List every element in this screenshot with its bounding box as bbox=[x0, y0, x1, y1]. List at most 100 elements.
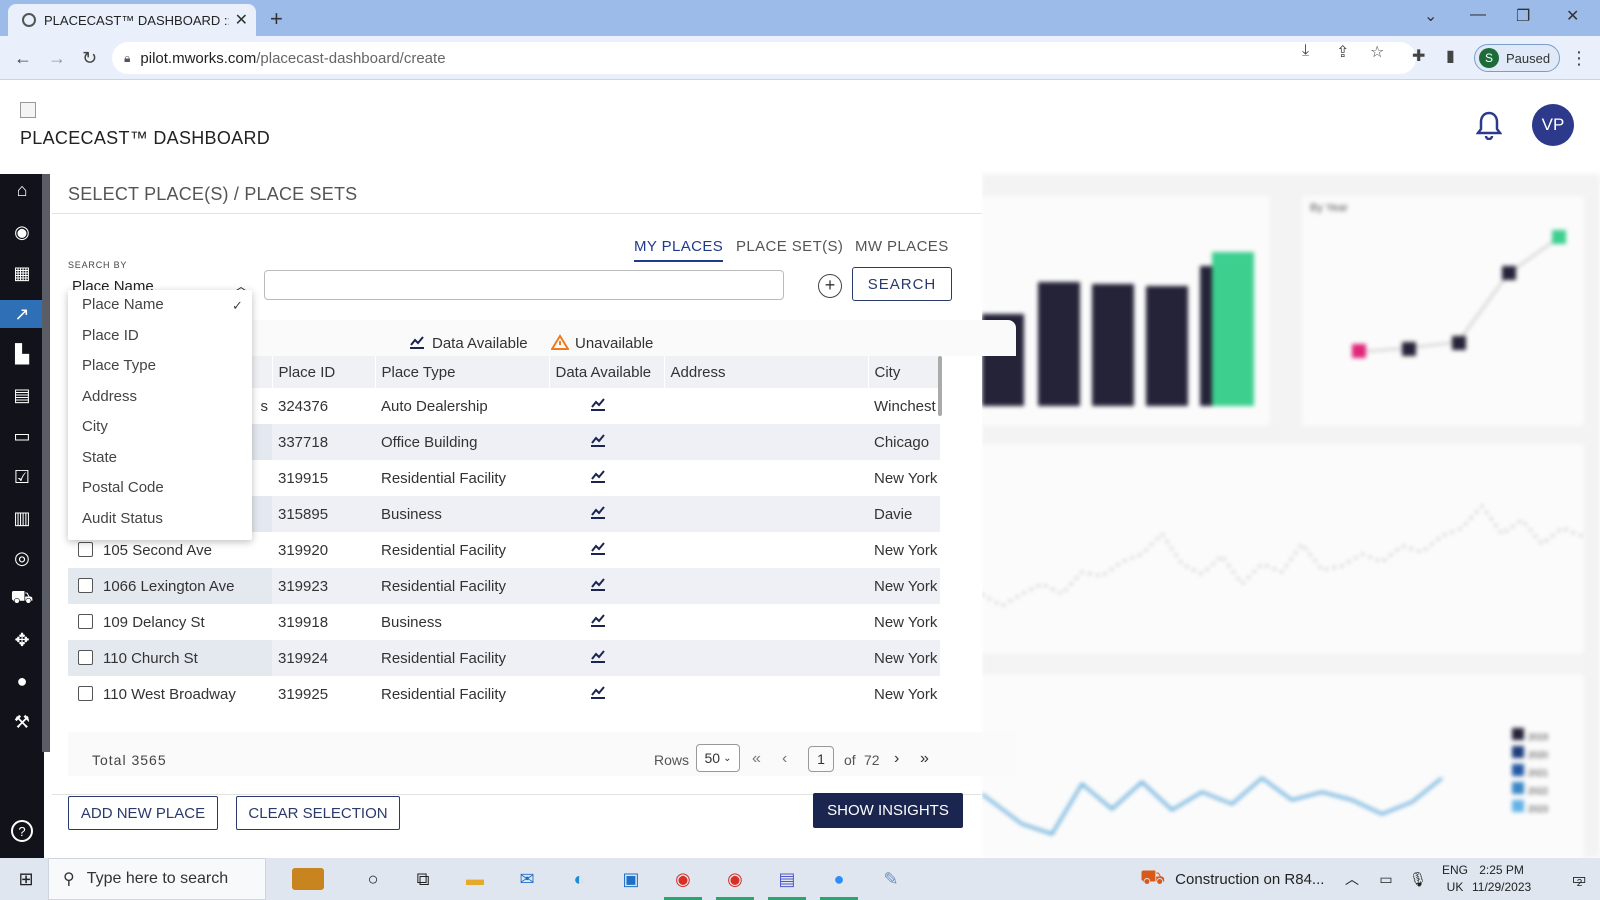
table-row[interactable]: 109 Delancy St 319918 Business New York bbox=[68, 604, 940, 640]
dropdown-option[interactable]: Place ID bbox=[82, 326, 139, 344]
close-tab-icon[interactable]: ✕ bbox=[234, 12, 248, 29]
row-checkbox[interactable] bbox=[78, 649, 93, 665]
add-circle-icon[interactable]: + bbox=[818, 274, 842, 298]
file-explorer-icon[interactable]: ▬ bbox=[466, 868, 484, 889]
dropdown-option[interactable]: Place Name bbox=[82, 296, 164, 313]
cell-place-name[interactable]: 110 Church St bbox=[68, 640, 272, 676]
search-input[interactable] bbox=[264, 270, 784, 300]
rows-per-page-select[interactable]: 50 ⌄ bbox=[696, 744, 740, 772]
prev-page-icon[interactable]: ‹ bbox=[782, 750, 788, 767]
cars-icon[interactable]: ⛟ bbox=[10, 587, 34, 607]
forward-icon[interactable]: → bbox=[48, 48, 66, 68]
teams-icon[interactable]: ▤ bbox=[778, 868, 796, 889]
cortana-icon[interactable]: ○ bbox=[367, 868, 379, 889]
col-data-available[interactable]: Data Available bbox=[549, 356, 665, 388]
col-place-id[interactable]: Place ID bbox=[272, 356, 376, 388]
box-icon[interactable]: ▭ bbox=[13, 425, 31, 446]
tray-chevron-icon[interactable]: ︿ bbox=[1345, 871, 1359, 887]
dropdown-option[interactable]: Place Type bbox=[82, 357, 156, 374]
bar-chart-icon[interactable]: ▥ bbox=[13, 507, 31, 528]
search-button[interactable]: SEARCH bbox=[852, 267, 952, 301]
taskbar-clock[interactable]: 2:25 PM 11/29/2023 bbox=[1472, 862, 1531, 896]
target-icon[interactable]: ◎ bbox=[14, 547, 30, 568]
sidebar-scrollbar[interactable] bbox=[42, 174, 50, 752]
home-icon[interactable]: ⌂ bbox=[16, 179, 28, 200]
microphone-icon[interactable]: 🎙︎ bbox=[1409, 870, 1427, 887]
minimize-icon[interactable]: — bbox=[1470, 6, 1486, 23]
row-checkbox[interactable] bbox=[78, 541, 93, 557]
tab-mw-places[interactable]: MW PLACES bbox=[855, 238, 949, 255]
news-widget[interactable]: ⛟ Construction on R84... bbox=[1140, 858, 1324, 900]
grid-icon[interactable]: ▦ bbox=[13, 262, 31, 283]
mail-icon[interactable]: ✉ bbox=[519, 868, 535, 889]
reload-icon[interactable]: ↻ bbox=[82, 48, 98, 68]
close-window-icon[interactable]: ✕ bbox=[1566, 8, 1580, 25]
add-new-place-button[interactable]: ADD NEW PLACE bbox=[68, 796, 218, 830]
compass-icon[interactable]: ◉ bbox=[14, 221, 30, 242]
sidepanel-icon[interactable]: ▮ bbox=[1446, 48, 1455, 65]
notifications-bell-icon[interactable] bbox=[1475, 110, 1503, 141]
next-page-icon[interactable]: › bbox=[894, 750, 900, 767]
bg-by-year-card: By Year bbox=[1302, 196, 1584, 426]
dropdown-option[interactable]: City bbox=[82, 418, 108, 435]
table-vertical-scrollbar[interactable] bbox=[938, 356, 942, 416]
first-page-icon[interactable]: « bbox=[752, 750, 761, 767]
cell-place-name[interactable]: 1066 Lexington Ave bbox=[68, 568, 272, 604]
row-checkbox[interactable] bbox=[78, 613, 93, 629]
profile-chip[interactable]: S Paused bbox=[1474, 44, 1560, 72]
row-checkbox[interactable] bbox=[78, 577, 93, 593]
browser-tab[interactable]: PLACECAST™ DASHBOARD :: Mo ✕ bbox=[8, 4, 256, 36]
address-bar[interactable]: 🔒︎ pilot.mworks.com/placecast-dashboard/… bbox=[112, 42, 1416, 74]
store-icon[interactable]: ▣ bbox=[622, 868, 640, 889]
dropdown-option[interactable]: Address bbox=[82, 387, 138, 405]
building-icon[interactable]: ▙ bbox=[15, 343, 29, 364]
chrome-profile-icon[interactable]: ◉ bbox=[727, 868, 743, 889]
chrome-icon[interactable]: ◉ bbox=[675, 868, 691, 889]
dropdown-option[interactable]: State bbox=[82, 448, 118, 466]
extensions-icon[interactable]: ✚ bbox=[1412, 48, 1426, 65]
trend-icon[interactable]: ↗ bbox=[0, 300, 44, 328]
share-icon[interactable]: ⇪ bbox=[1336, 44, 1350, 61]
zoom-icon[interactable]: ● bbox=[833, 868, 845, 889]
table-row[interactable]: 110 West Broadway 319925 Residential Facil… bbox=[68, 676, 940, 712]
user-icon[interactable]: ● bbox=[16, 670, 28, 691]
col-place-type[interactable]: Place Type bbox=[375, 356, 550, 388]
edge-icon[interactable]: ◐ bbox=[573, 868, 585, 889]
table-row[interactable]: 1066 Lexington Ave 319923 Residential Faci… bbox=[68, 568, 940, 604]
back-icon[interactable]: ← bbox=[14, 48, 32, 68]
new-tab-icon[interactable]: + bbox=[270, 6, 283, 31]
dropdown-option[interactable]: Postal Code bbox=[82, 479, 164, 496]
display-icon[interactable]: ▭ bbox=[1379, 870, 1393, 887]
language-indicator[interactable]: ENG UK bbox=[1442, 862, 1468, 896]
show-insights-button[interactable]: SHOW INSIGHTS bbox=[813, 793, 963, 828]
col-city[interactable]: City bbox=[868, 356, 940, 388]
wrench-icon[interactable]: ⚒ bbox=[13, 711, 31, 732]
user-avatar[interactable]: VP bbox=[1532, 104, 1574, 146]
dropdown-option[interactable]: Audit Status bbox=[82, 509, 163, 527]
briefcase-icon[interactable] bbox=[278, 858, 338, 900]
tab-search-icon[interactable]: ⌄ bbox=[1424, 8, 1438, 25]
tab-my-places[interactable]: MY PLACES bbox=[634, 238, 724, 262]
checklist-icon[interactable]: ☑ bbox=[13, 466, 31, 487]
browser-menu-icon[interactable]: ⋮ bbox=[1570, 48, 1588, 68]
row-checkbox[interactable] bbox=[78, 685, 93, 701]
paint-icon[interactable]: ✎ bbox=[883, 868, 899, 889]
table-row[interactable]: 110 Church St 319924 Residential Facility N… bbox=[68, 640, 940, 676]
notification-center-icon[interactable]: ▭ 2 bbox=[1571, 871, 1587, 889]
page-input[interactable]: 1 bbox=[808, 746, 834, 772]
cell-place-name[interactable]: 109 Delancy St bbox=[68, 604, 272, 640]
col-address[interactable]: Address bbox=[664, 356, 869, 388]
clear-selection-button[interactable]: CLEAR SELECTION bbox=[236, 796, 400, 830]
move-icon[interactable]: ✥ bbox=[14, 629, 30, 650]
tab-place-sets[interactable]: PLACE SET(S) bbox=[736, 238, 844, 255]
last-page-icon[interactable]: » bbox=[920, 750, 929, 767]
cell-place-name[interactable]: 110 West Broadway bbox=[68, 676, 272, 712]
install-icon[interactable]: ⤓ bbox=[1302, 42, 1310, 59]
document-icon[interactable]: ▤ bbox=[13, 384, 31, 405]
windows-start-icon[interactable]: ⊞ bbox=[18, 868, 34, 889]
bookmark-star-icon[interactable]: ☆ bbox=[1370, 44, 1385, 61]
task-view-icon[interactable]: ⧉ bbox=[416, 868, 430, 889]
maximize-icon[interactable]: ❐ bbox=[1516, 8, 1531, 25]
help-icon[interactable]: ? bbox=[11, 820, 33, 842]
taskbar-search[interactable]: ⚲ Type here to search bbox=[48, 858, 266, 900]
